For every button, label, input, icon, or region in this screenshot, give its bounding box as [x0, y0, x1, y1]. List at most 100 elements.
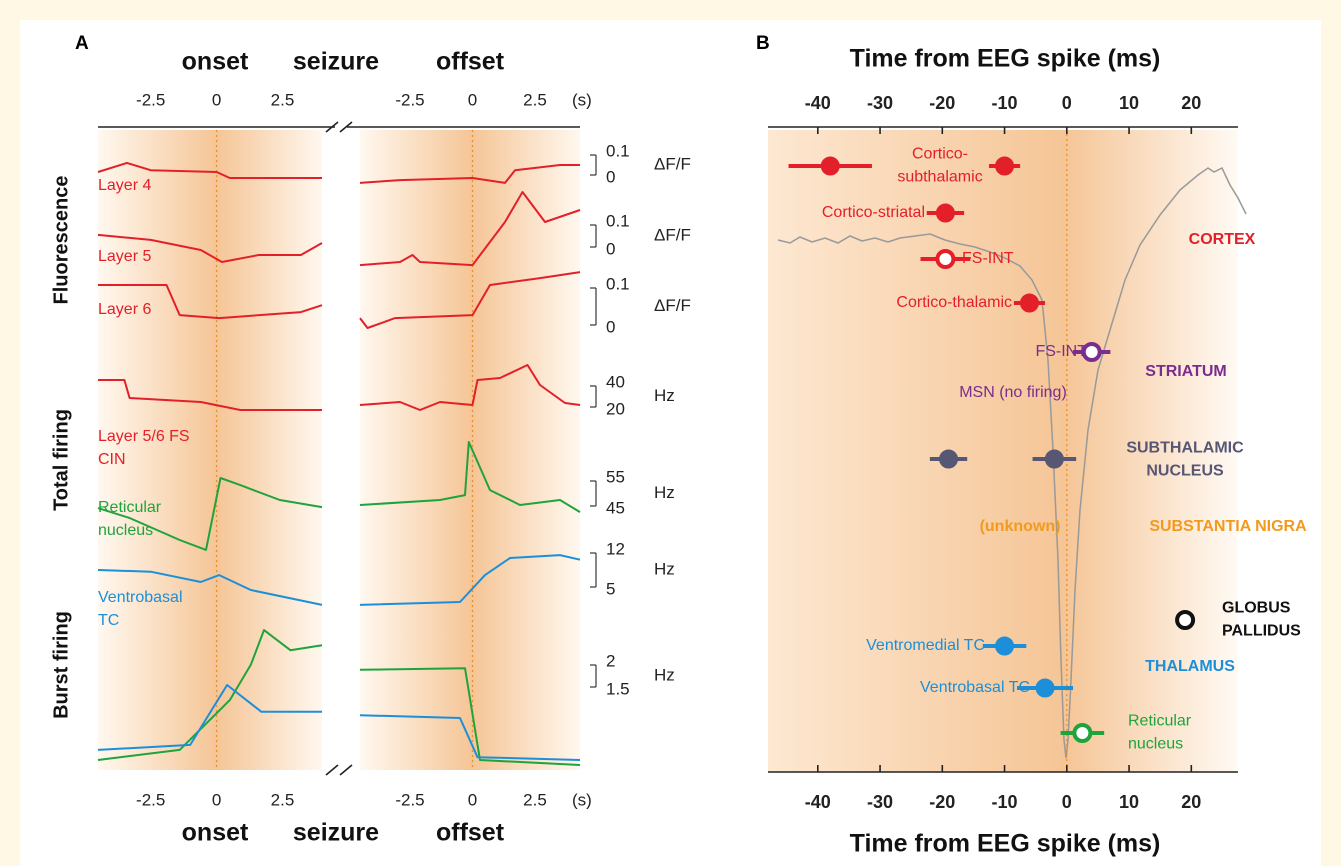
- trace-label: Layer 6: [98, 301, 151, 318]
- footer: onset: [182, 819, 249, 847]
- scale-label: 0.1: [606, 211, 630, 230]
- trace-label: TC: [98, 612, 119, 629]
- panel-label: B: [756, 33, 770, 54]
- x-tick-label: -10: [992, 792, 1018, 812]
- panel-label: A: [75, 33, 89, 54]
- offset-shade: [360, 130, 580, 770]
- trace: [97, 684, 322, 751]
- trace: [97, 569, 323, 606]
- neuron-label: Ventrobasal TC: [920, 679, 1030, 696]
- neuron-label: FS-INT: [962, 250, 1014, 267]
- x-tick-label: -10: [992, 93, 1018, 113]
- x-tick-label: -30: [867, 792, 893, 812]
- trace: [359, 191, 581, 267]
- x-tick-label: 0: [468, 90, 477, 109]
- trace-label: Reticular: [98, 499, 162, 516]
- scale-label: 55: [606, 467, 625, 486]
- group-label: Fluorescence: [50, 176, 72, 305]
- x-tick-label: -40: [805, 792, 831, 812]
- region-label: PALLIDUS: [1222, 623, 1301, 640]
- dot: [935, 249, 956, 269]
- trace: [98, 284, 323, 320]
- x-tick-label: 20: [1181, 792, 1201, 812]
- neuron-label: Ventromedial TC: [866, 637, 985, 654]
- region-label: STRIATUM: [1145, 363, 1226, 380]
- scale-label: 2: [606, 651, 615, 670]
- x-tick-label: -30: [867, 93, 893, 113]
- scale-label: 5: [606, 579, 615, 598]
- trace-label: CIN: [98, 451, 126, 468]
- scale-label: 0.1: [606, 274, 630, 293]
- region-label: CORTEX: [1189, 231, 1256, 248]
- region-label: SUBTHALAMIC: [1126, 440, 1244, 457]
- x-tick-label: -40: [805, 93, 831, 113]
- trace-label: Layer 5: [98, 248, 151, 265]
- trace: [98, 379, 322, 411]
- dot: [1175, 610, 1196, 630]
- x-unit: (s): [572, 790, 592, 809]
- trace: [359, 271, 581, 329]
- scale-label: 0.1: [606, 141, 630, 160]
- dot: [1035, 678, 1055, 698]
- dot: [1072, 723, 1093, 743]
- trace: [97, 477, 323, 551]
- x-tick-label: 0: [212, 790, 221, 809]
- x-tick-label: 2.5: [523, 790, 547, 809]
- neuron-label: Cortico-striatal: [822, 204, 925, 221]
- neuron-label: Cortico-: [912, 146, 968, 163]
- axis-title: Time from EEG spike (ms): [850, 830, 1161, 858]
- dot: [1081, 342, 1102, 362]
- scale-label: 0: [606, 239, 615, 258]
- scale-unit: ΔF/F: [654, 225, 691, 244]
- trace: [97, 629, 323, 761]
- trace-label: Ventrobasal: [98, 589, 183, 606]
- trace-label: Layer 5/6 FS: [98, 428, 190, 445]
- neuron-label: Reticular: [1128, 713, 1192, 730]
- dot: [935, 203, 955, 223]
- scale-label: 40: [606, 372, 625, 391]
- scale-unit: Hz: [654, 386, 675, 405]
- scale-unit: ΔF/F: [654, 296, 691, 315]
- x-tick-label: 10: [1119, 93, 1139, 113]
- trace: [359, 667, 581, 766]
- x-unit: (s): [572, 90, 592, 109]
- x-tick-label: -2.5: [136, 790, 165, 809]
- neuron-label: nucleus: [1128, 736, 1183, 753]
- scale-label: 20: [606, 399, 625, 418]
- neuron-label: subthalamic: [897, 169, 982, 186]
- dot: [1044, 449, 1064, 469]
- x-tick-label: 0: [1062, 93, 1072, 113]
- region-label: SUBSTANTIA NIGRA: [1149, 518, 1307, 535]
- trace-label: nucleus: [98, 522, 153, 539]
- trace: [97, 161, 322, 179]
- x-tick-label: 2.5: [271, 790, 295, 809]
- trace: [97, 233, 323, 263]
- axis-breaks: [98, 121, 1238, 776]
- onset-shade: [98, 130, 322, 770]
- region-label: THALAMUS: [1145, 658, 1235, 675]
- neuron-label: MSN (no firing): [959, 384, 1067, 401]
- dot: [995, 156, 1015, 176]
- region-label: NUCLEUS: [1146, 463, 1224, 480]
- x-tick-label: 10: [1119, 792, 1139, 812]
- neuron-label: FS-INT: [1035, 343, 1087, 360]
- scale-unit: Hz: [654, 483, 675, 502]
- trace: [359, 164, 580, 184]
- x-tick-label: 0: [212, 90, 221, 109]
- dot: [820, 156, 840, 176]
- trace: [359, 554, 581, 606]
- group-label: Total firing: [50, 409, 72, 511]
- x-tick-label: -20: [929, 792, 955, 812]
- dot: [1019, 293, 1039, 313]
- neuron-label: Cortico-thalamic: [896, 294, 1012, 311]
- header: offset: [436, 48, 505, 76]
- dot: [995, 636, 1015, 656]
- footer: offset: [436, 819, 505, 847]
- scale-label: 12: [606, 539, 625, 558]
- scale-label: 1.5: [606, 679, 630, 698]
- scale-unit: ΔF/F: [654, 154, 691, 173]
- x-tick-label: 2.5: [523, 90, 547, 109]
- neuron-label: (unknown): [980, 518, 1061, 535]
- trace-label: Layer 4: [98, 177, 151, 194]
- scale-unit: Hz: [654, 559, 675, 578]
